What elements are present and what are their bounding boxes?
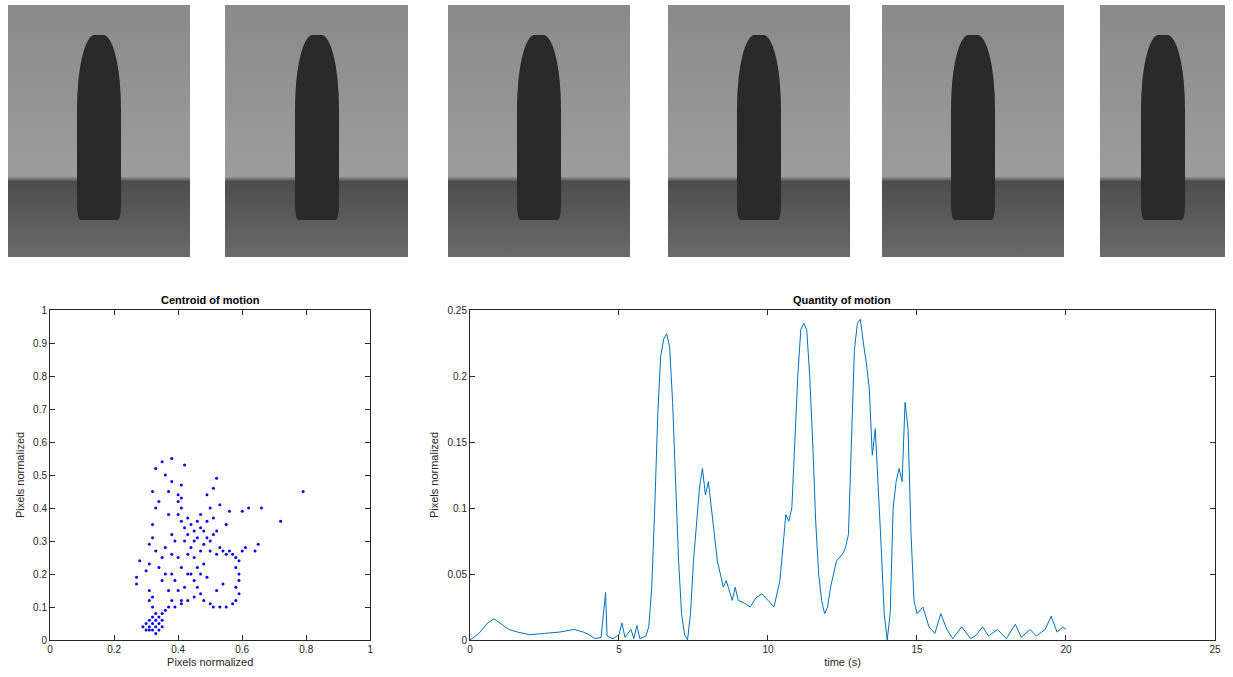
- svg-text:0.2: 0.2: [107, 644, 121, 655]
- svg-text:10: 10: [762, 644, 774, 655]
- svg-text:0: 0: [461, 635, 467, 646]
- svg-text:0.4: 0.4: [33, 503, 47, 514]
- svg-text:time (s): time (s): [824, 656, 861, 668]
- svg-text:0.6: 0.6: [235, 644, 249, 655]
- svg-text:0.5: 0.5: [33, 470, 47, 481]
- svg-text:0.8: 0.8: [33, 371, 47, 382]
- svg-text:0.3: 0.3: [33, 536, 47, 547]
- svg-text:0.6: 0.6: [33, 437, 47, 448]
- svg-text:0.25: 0.25: [448, 305, 468, 316]
- svg-text:0.15: 0.15: [448, 437, 468, 448]
- svg-text:25: 25: [1209, 644, 1221, 655]
- svg-text:Pixels normalized: Pixels normalized: [167, 656, 253, 668]
- svg-text:1: 1: [41, 305, 47, 316]
- svg-text:Quantity of motion: Quantity of motion: [793, 294, 891, 306]
- svg-text:0.1: 0.1: [33, 602, 47, 613]
- svg-text:5: 5: [616, 644, 622, 655]
- svg-text:Centroid of motion: Centroid of motion: [161, 294, 260, 306]
- svg-text:0: 0: [467, 644, 473, 655]
- svg-text:0.9: 0.9: [33, 338, 47, 349]
- svg-text:0: 0: [41, 635, 47, 646]
- svg-text:0: 0: [47, 644, 53, 655]
- svg-text:0.05: 0.05: [448, 569, 468, 580]
- svg-text:20: 20: [1060, 644, 1072, 655]
- svg-text:0.2: 0.2: [453, 371, 467, 382]
- svg-text:0.1: 0.1: [453, 503, 467, 514]
- svg-text:0.2: 0.2: [33, 569, 47, 580]
- svg-text:Pixels normalized: Pixels normalized: [428, 432, 440, 518]
- svg-text:0.8: 0.8: [299, 644, 313, 655]
- svg-text:Pixels normalized: Pixels normalized: [14, 432, 26, 518]
- svg-text:0.7: 0.7: [33, 404, 47, 415]
- svg-text:1: 1: [368, 644, 374, 655]
- svg-text:0.4: 0.4: [171, 644, 185, 655]
- svg-text:15: 15: [911, 644, 923, 655]
